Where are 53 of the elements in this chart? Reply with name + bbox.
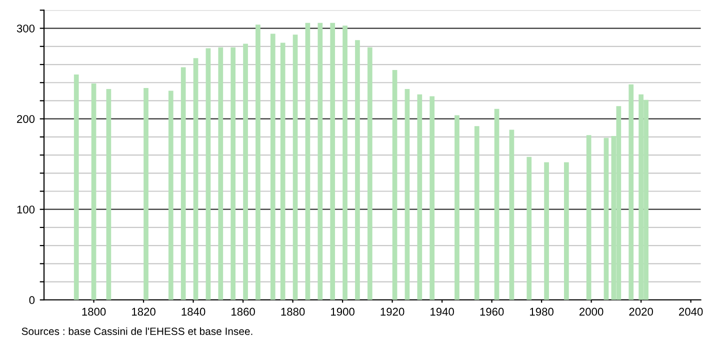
bar: [330, 22, 336, 300]
x-tick-label: 1980: [530, 308, 554, 316]
bar: [417, 94, 422, 300]
bar: [206, 48, 211, 300]
bar: [604, 138, 609, 300]
x-tick-label: 2020: [629, 308, 653, 316]
bar: [404, 88, 410, 300]
x-tick-label: 1800: [82, 308, 106, 316]
x-tick-label: 1860: [232, 308, 255, 316]
x-tick-label: 1940: [430, 308, 454, 316]
bar: [526, 156, 532, 300]
bar: [91, 84, 96, 300]
y-tick-label: 0: [29, 296, 35, 304]
bar: [430, 96, 435, 300]
bar: [494, 108, 500, 300]
bar: [628, 84, 634, 300]
bar: [218, 47, 224, 300]
y-tick-label: 200: [17, 115, 35, 123]
bar: [243, 44, 248, 300]
bar: [564, 162, 569, 300]
x-tick-label: 2000: [580, 308, 604, 316]
y-tick-label: 100: [17, 206, 35, 214]
x-tick-label: 1920: [380, 308, 404, 316]
bar: [318, 22, 323, 300]
bar: [544, 162, 549, 300]
x-tick-label: 1960: [480, 308, 504, 316]
bar: [586, 135, 592, 300]
bar: [392, 70, 398, 300]
x-tick-label: 1820: [132, 308, 156, 316]
bar: [280, 42, 286, 300]
bar: [230, 47, 236, 300]
bar: [342, 26, 348, 300]
bar: [454, 115, 460, 300]
x-tick-label: 1840: [182, 308, 206, 316]
bar: [193, 58, 198, 300]
bar: [74, 74, 79, 300]
y-tick-label: 300: [16, 24, 35, 32]
x-tick-label: 1880: [281, 308, 305, 316]
bar: [180, 67, 186, 300]
x-tick-label: 2040: [679, 308, 703, 316]
bar: [168, 90, 174, 300]
bar: [355, 40, 360, 300]
bar: [509, 130, 514, 300]
bar: [270, 34, 276, 300]
bar: [367, 47, 372, 300]
bar: [256, 24, 260, 300]
bar: [474, 126, 480, 300]
bar: [292, 34, 298, 300]
bar: [305, 22, 310, 300]
source-note: Sources : base Cassini de l'EHESS et base Insee.: [22, 327, 252, 336]
bar: [106, 88, 112, 300]
x-tick-label: 1900: [331, 308, 354, 316]
bar: [144, 88, 148, 300]
